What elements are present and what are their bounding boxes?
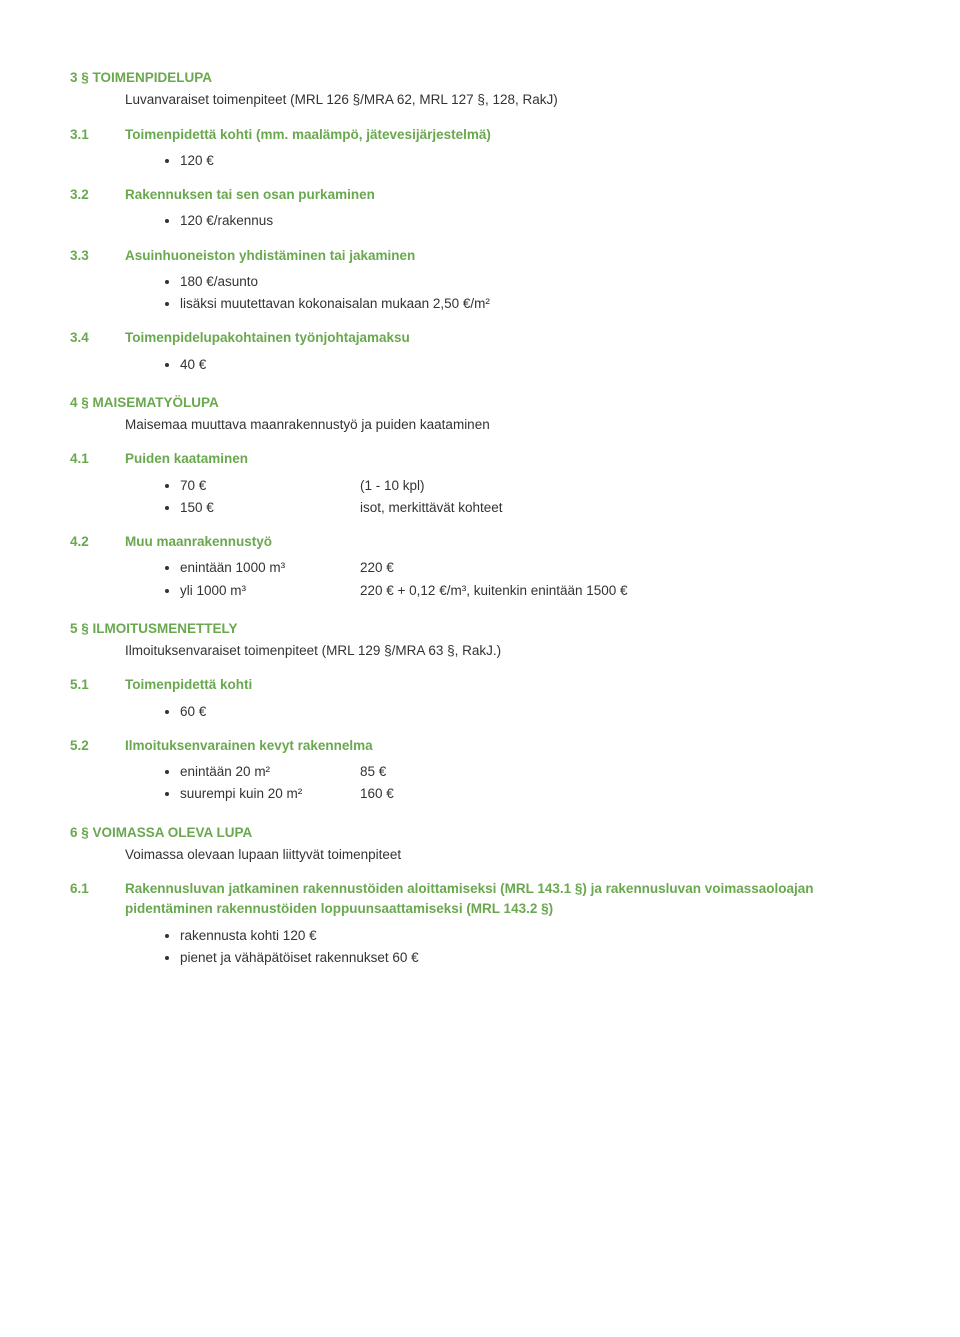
list-item: yli 1000 m³ 220 € + 0,12 €/m³, kuitenkin… xyxy=(180,581,900,601)
list-3-1: 120 € xyxy=(70,151,900,171)
list-item: 70 € (1 - 10 kpl) xyxy=(180,476,900,496)
list-3-4: 40 € xyxy=(70,355,900,375)
list-item: 180 €/asunto xyxy=(180,272,900,292)
subsection-3-3-label: Asuinhuoneiston yhdistäminen tai jakamin… xyxy=(125,246,415,266)
section-6-title: VOIMASSA OLEVA LUPA xyxy=(93,825,253,840)
price-right: 160 € xyxy=(360,784,900,804)
list-item: 120 € xyxy=(180,151,900,171)
subsection-3-3: 3.3 Asuinhuoneiston yhdistäminen tai jak… xyxy=(70,246,900,266)
price-right: 220 € + 0,12 €/m³, kuitenkin enintään 15… xyxy=(360,581,900,601)
list-4-2: enintään 1000 m³ 220 € yli 1000 m³ 220 €… xyxy=(70,558,900,601)
subsection-3-2-num: 3.2 xyxy=(70,185,125,205)
section-6-num: 6 § xyxy=(70,825,89,840)
price-left: yli 1000 m³ xyxy=(180,581,360,601)
section-3-subtitle: Luvanvaraiset toimenpiteet (MRL 126 §/MR… xyxy=(125,90,900,110)
list-item: 150 € isot, merkittävät kohteet xyxy=(180,498,900,518)
subsection-5-2-num: 5.2 xyxy=(70,736,125,756)
list-item: 40 € xyxy=(180,355,900,375)
list-item: pienet ja vähäpätöiset rakennukset 60 € xyxy=(180,948,900,968)
section-5-subtitle: Ilmoituksenvaraiset toimenpiteet (MRL 12… xyxy=(125,641,900,661)
price-left: 150 € xyxy=(180,498,360,518)
subsection-4-1-label: Puiden kaataminen xyxy=(125,449,248,469)
section-4-heading: 4 § MAISEMATYÖLUPA xyxy=(70,393,900,413)
subsection-5-1-label: Toimenpidettä kohti xyxy=(125,675,252,695)
subsection-3-1-num: 3.1 xyxy=(70,125,125,145)
list-5-1: 60 € xyxy=(70,702,900,722)
subsection-3-3-num: 3.3 xyxy=(70,246,125,266)
section-3-heading: 3 § TOIMENPIDELUPA xyxy=(70,68,900,88)
list-item: 120 €/rakennus xyxy=(180,211,900,231)
subsection-6-1: 6.1 Rakennusluvan jatkaminen rakennustöi… xyxy=(70,879,900,920)
subsection-5-2-label: Ilmoituksenvarainen kevyt rakennelma xyxy=(125,736,373,756)
section-5-heading: 5 § ILMOITUSMENETTELY xyxy=(70,619,900,639)
price-left: 70 € xyxy=(180,476,360,496)
list-item: suurempi kuin 20 m² 160 € xyxy=(180,784,900,804)
price-left: enintään 20 m² xyxy=(180,762,360,782)
subsection-4-2: 4.2 Muu maanrakennustyö xyxy=(70,532,900,552)
list-item: enintään 1000 m³ 220 € xyxy=(180,558,900,578)
subsection-6-1-num: 6.1 xyxy=(70,879,125,920)
subsection-5-2: 5.2 Ilmoituksenvarainen kevyt rakennelma xyxy=(70,736,900,756)
section-4-subtitle: Maisemaa muuttava maanrakennustyö ja pui… xyxy=(125,415,900,435)
subsection-3-4-label: Toimenpidelupakohtainen työnjohtajamaksu xyxy=(125,328,410,348)
subsection-4-1: 4.1 Puiden kaataminen xyxy=(70,449,900,469)
subsection-4-2-label: Muu maanrakennustyö xyxy=(125,532,272,552)
section-6-heading: 6 § VOIMASSA OLEVA LUPA xyxy=(70,823,900,843)
list-3-3: 180 €/asunto lisäksi muutettavan kokonai… xyxy=(70,272,900,315)
subsection-3-4-num: 3.4 xyxy=(70,328,125,348)
section-3-title: TOIMENPIDELUPA xyxy=(93,70,213,85)
price-right: (1 - 10 kpl) xyxy=(360,476,900,496)
list-item: 60 € xyxy=(180,702,900,722)
subsection-4-1-num: 4.1 xyxy=(70,449,125,469)
list-item: lisäksi muutettavan kokonaisalan mukaan … xyxy=(180,294,900,314)
price-right: isot, merkittävät kohteet xyxy=(360,498,900,518)
section-4-title: MAISEMATYÖLUPA xyxy=(93,395,219,410)
subsection-3-4: 3.4 Toimenpidelupakohtainen työnjohtajam… xyxy=(70,328,900,348)
subsection-3-1: 3.1 Toimenpidettä kohti (mm. maalämpö, j… xyxy=(70,125,900,145)
price-right: 85 € xyxy=(360,762,900,782)
subsection-3-2-label: Rakennuksen tai sen osan purkaminen xyxy=(125,185,375,205)
price-left: suurempi kuin 20 m² xyxy=(180,784,360,804)
price-left: enintään 1000 m³ xyxy=(180,558,360,578)
subsection-4-2-num: 4.2 xyxy=(70,532,125,552)
section-5-num: 5 § xyxy=(70,621,89,636)
price-right: 220 € xyxy=(360,558,900,578)
section-3-num: 3 § xyxy=(70,70,89,85)
subsection-5-1: 5.1 Toimenpidettä kohti xyxy=(70,675,900,695)
subsection-5-1-num: 5.1 xyxy=(70,675,125,695)
list-3-2: 120 €/rakennus xyxy=(70,211,900,231)
list-item: rakennusta kohti 120 € xyxy=(180,926,900,946)
list-item: enintään 20 m² 85 € xyxy=(180,762,900,782)
section-4-num: 4 § xyxy=(70,395,89,410)
list-6-1: rakennusta kohti 120 € pienet ja vähäpät… xyxy=(70,926,900,969)
section-5-title: ILMOITUSMENETTELY xyxy=(93,621,238,636)
list-5-2: enintään 20 m² 85 € suurempi kuin 20 m² … xyxy=(70,762,900,805)
subsection-3-2: 3.2 Rakennuksen tai sen osan purkaminen xyxy=(70,185,900,205)
section-6-subtitle: Voimassa olevaan lupaan liittyvät toimen… xyxy=(125,845,900,865)
subsection-3-1-label: Toimenpidettä kohti (mm. maalämpö, jätev… xyxy=(125,125,491,145)
subsection-6-1-label: Rakennusluvan jatkaminen rakennustöiden … xyxy=(125,879,900,920)
list-4-1: 70 € (1 - 10 kpl) 150 € isot, merkittävä… xyxy=(70,476,900,519)
